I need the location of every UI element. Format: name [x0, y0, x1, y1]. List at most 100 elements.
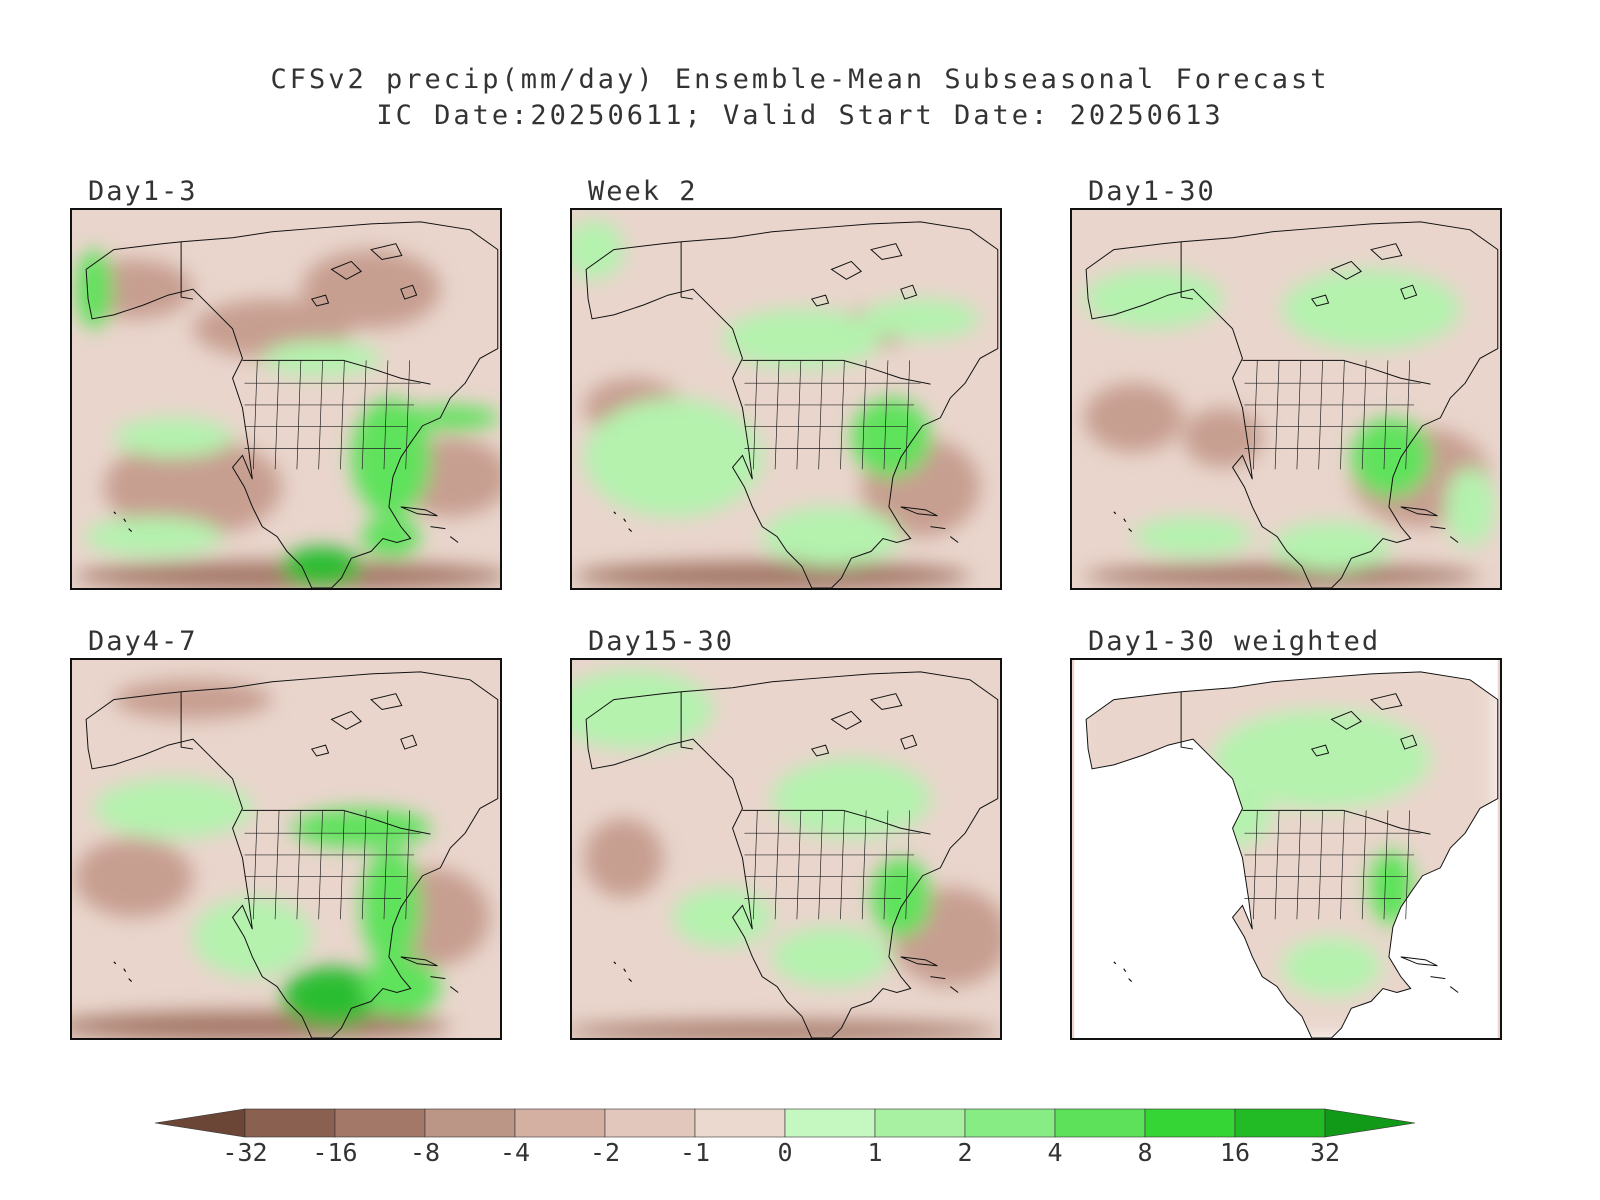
colorbar-swatch — [1054, 1108, 1146, 1138]
arctic-islands — [810, 243, 918, 307]
precip-anomaly-field — [72, 679, 490, 1038]
precip-anomaly-field — [572, 219, 980, 588]
arctic-islands — [1310, 243, 1418, 307]
state-borders — [244, 360, 421, 470]
panel-label-day4-7: Day4-7 — [88, 626, 198, 657]
colorbar-tick-label: -32 — [222, 1138, 268, 1167]
precip-region — [361, 956, 441, 1017]
precip-region — [400, 405, 500, 430]
precip-region — [772, 758, 931, 839]
colorbar-swatch — [514, 1108, 606, 1138]
colorbar-tick-label: 1 — [867, 1138, 883, 1167]
colorbar-tick-label: -1 — [679, 1138, 711, 1167]
caribbean-islands — [900, 506, 959, 543]
hawaii-islands — [613, 511, 633, 533]
precip-region — [1351, 417, 1431, 497]
state-borders — [744, 360, 921, 470]
colorbar-swatch — [604, 1108, 696, 1138]
precip-region — [1133, 516, 1253, 557]
coastline — [85, 221, 499, 588]
coastline — [1085, 221, 1499, 588]
precip-region — [861, 299, 980, 339]
precip-region — [572, 1021, 1000, 1038]
precip-region — [762, 506, 901, 567]
alaska-border — [1180, 691, 1194, 750]
colorbar-tick-label: -2 — [589, 1138, 621, 1167]
precip-region — [584, 398, 763, 517]
caribbean-islands — [900, 956, 959, 993]
state-borders — [244, 810, 421, 920]
precip-region — [851, 398, 931, 478]
map-canvas — [1074, 210, 1499, 588]
colorbar-swatch — [1144, 1108, 1236, 1138]
colorbar-tick-label: 4 — [1047, 1138, 1063, 1167]
map-canvas — [572, 660, 1000, 1038]
precip-anomaly-field — [1084, 269, 1495, 588]
map-panel-day1-30-weighted — [1070, 658, 1502, 1040]
arctic-islands — [310, 693, 418, 757]
arctic-islands — [1310, 693, 1418, 757]
us-canada-border — [1242, 359, 1431, 385]
state-borders — [1244, 360, 1421, 470]
panel-label-day1-30-weighted: Day1-30 weighted — [1088, 626, 1381, 657]
colorbar-max-triangle — [1324, 1108, 1416, 1138]
caribbean-islands — [400, 506, 459, 543]
colorbar-tick-label: 16 — [1219, 1138, 1251, 1167]
arctic-islands — [810, 693, 918, 757]
alaska-border — [680, 691, 694, 750]
precip-region — [584, 818, 664, 898]
colorbar-swatch — [784, 1108, 876, 1138]
colorbar-tick-label: -8 — [409, 1138, 441, 1167]
map-panel-day1-3 — [70, 208, 502, 590]
precip-region — [1084, 383, 1184, 453]
hawaii-islands — [1113, 961, 1133, 983]
precip-region — [871, 857, 931, 938]
precip-region — [1282, 269, 1461, 349]
us-canada-border — [742, 809, 931, 835]
alaska-border — [1180, 241, 1194, 300]
precip-region — [192, 897, 312, 977]
caribbean-islands — [1400, 506, 1459, 543]
precip-region — [673, 887, 773, 947]
coastline — [1085, 671, 1499, 1038]
map-canvas — [74, 210, 500, 588]
coastline — [585, 221, 999, 588]
hawaii-islands — [113, 961, 133, 983]
colorbar-tick-label: -16 — [312, 1138, 358, 1167]
us-canada-border — [242, 809, 431, 835]
precip-region — [361, 848, 421, 967]
panel-label-week2: Week 2 — [588, 176, 698, 207]
precip-region — [103, 437, 283, 537]
panel-label-day1-3: Day1-3 — [88, 176, 198, 207]
colorbar-swatch — [244, 1108, 336, 1138]
colorbar-tick-label: 32 — [1309, 1138, 1341, 1167]
map-panel-week2 — [570, 208, 1002, 590]
precip-region — [282, 546, 362, 587]
precip-region — [772, 927, 891, 987]
colorbar — [155, 1108, 1416, 1138]
arctic-islands — [310, 243, 418, 307]
precip-region — [113, 417, 233, 458]
precip-region — [113, 679, 273, 720]
precip-region — [572, 219, 624, 280]
precip-region — [301, 249, 441, 329]
precip-region — [262, 340, 381, 377]
colorbar-swatch — [1234, 1108, 1326, 1138]
colorbar-tick-label: 2 — [957, 1138, 973, 1167]
map-canvas — [1074, 660, 1499, 1038]
colorbar-swatch — [964, 1108, 1056, 1138]
precip-region — [282, 966, 381, 1027]
precip-region — [1084, 564, 1480, 588]
map-canvas — [572, 210, 999, 588]
colorbar-tick-label: 8 — [1137, 1138, 1153, 1167]
precip-region — [1212, 709, 1431, 809]
precip-anomaly-field — [74, 249, 500, 588]
precip-region — [574, 561, 970, 588]
map-panel-day4-7 — [70, 658, 502, 1040]
precip-region — [291, 808, 431, 849]
hawaii-islands — [613, 961, 633, 983]
us-canada-border — [1242, 809, 1431, 835]
state-borders — [1244, 810, 1421, 920]
precip-region — [361, 516, 421, 557]
precip-region — [1183, 407, 1263, 468]
